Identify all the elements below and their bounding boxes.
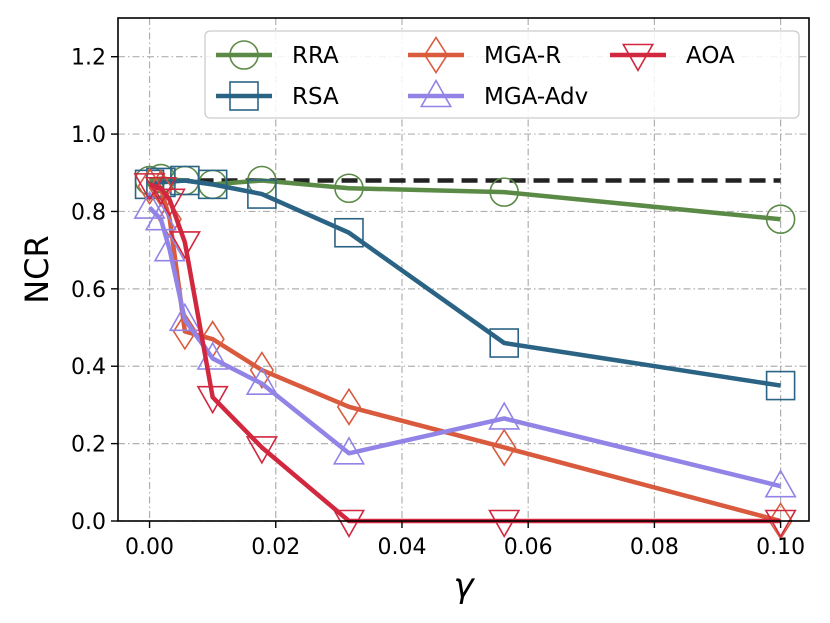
data-point-mga-r xyxy=(336,387,362,426)
series-line-rra xyxy=(149,176,781,222)
data-point-mga-adv xyxy=(133,190,166,219)
data-point-mga-adv xyxy=(332,436,366,465)
legend-item-aoa: AOA xyxy=(610,43,735,73)
data-point-mga-r xyxy=(768,502,793,540)
data-point-mga-adv xyxy=(153,233,186,262)
legend-box-group: RRA RSA MGA-R MGA-Adv AOA xyxy=(204,30,800,119)
series-rsa xyxy=(134,165,796,401)
data-point-aoa xyxy=(764,509,797,539)
y-tick-label: 1.0 xyxy=(71,123,106,148)
legend-item-mga-r: MGA-R xyxy=(408,36,561,74)
data-point-mga-r xyxy=(249,351,275,390)
data-point-mga-r xyxy=(492,428,517,467)
legend-marker-mga-adv xyxy=(419,78,453,108)
data-point-aoa xyxy=(133,173,166,202)
data-point-rsa xyxy=(765,370,796,401)
data-point-aoa xyxy=(332,509,366,539)
legend-marker-rsa xyxy=(229,81,259,111)
x-tick-label: 0.04 xyxy=(377,535,426,560)
y-tick-label: 0.8 xyxy=(71,200,106,225)
y-tick-label: 0.4 xyxy=(71,355,106,380)
data-point-rra xyxy=(765,204,796,234)
plot-frame xyxy=(117,17,810,522)
data-point-aoa xyxy=(168,231,201,260)
y-tick-label: 1.2 xyxy=(71,46,106,71)
data-point-rra xyxy=(334,173,364,204)
data-point-mga-r xyxy=(137,167,162,206)
data-point-mga-r xyxy=(148,169,174,208)
legend-label-rsa: RSA xyxy=(292,84,339,110)
data-point-aoa xyxy=(488,509,521,539)
data-point-aoa xyxy=(153,188,186,217)
y-tick-label: 0.0 xyxy=(71,510,106,535)
axes: 0.00 0.02 0.04 0.06 0.08 0.10 0.0 0.2 0.4 0.6 0.8 1… xyxy=(18,17,810,606)
series-mga-adv xyxy=(133,190,797,498)
data-point-rra xyxy=(489,177,520,207)
x-tick-label: 0.08 xyxy=(630,535,679,560)
x-axis-label: γ xyxy=(453,566,475,606)
y-axis-label: NCR xyxy=(18,235,56,304)
legend-label-aoa: AOA xyxy=(686,43,735,69)
legend-item-mga-adv: MGA-Adv xyxy=(408,78,588,110)
data-point-aoa xyxy=(144,176,177,206)
data-point-mga-adv xyxy=(168,302,201,332)
data-point-rsa xyxy=(247,179,277,209)
legend-marker-mga-r xyxy=(423,36,449,74)
data-point-mga-adv xyxy=(488,401,521,430)
x-tick-label: 0.10 xyxy=(756,535,805,560)
x-tick-label: 0.00 xyxy=(125,535,174,560)
series-line-rsa xyxy=(149,178,781,388)
data-point-mga-r xyxy=(172,312,198,351)
legend-label-mga-r: MGA-R xyxy=(484,43,561,69)
data-point-rsa xyxy=(197,169,228,200)
x-tick-label: 0.02 xyxy=(251,535,300,560)
legend-item-rra: RRA xyxy=(216,40,339,70)
data-point-rsa xyxy=(334,217,364,248)
legend-item-rsa: RSA xyxy=(216,81,339,111)
x-tick-label: 0.06 xyxy=(504,535,553,560)
legend-label-rra: RRA xyxy=(292,43,339,69)
legend: RRA RSA MGA-R MGA-Adv AOA xyxy=(204,30,800,119)
y-tick-label: 0.2 xyxy=(71,433,106,458)
data-point-mga-adv xyxy=(764,469,797,498)
data-point-rsa xyxy=(489,328,520,358)
legend-marker-aoa xyxy=(621,43,655,73)
data-point-aoa xyxy=(245,436,278,465)
legend-marker-rra xyxy=(229,40,259,70)
data-point-mga-adv xyxy=(144,202,177,231)
data-point-aoa xyxy=(196,385,229,415)
data-point-mga-adv xyxy=(245,366,278,395)
y-tick-label: 0.6 xyxy=(71,278,106,303)
legend-label-mga-adv: MGA-Adv xyxy=(484,84,588,110)
